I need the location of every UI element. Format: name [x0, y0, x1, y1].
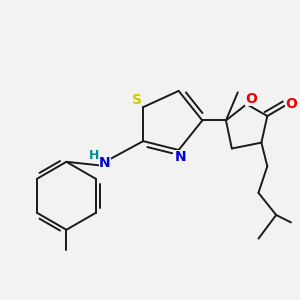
Text: N: N [174, 150, 186, 164]
Text: O: O [245, 92, 257, 106]
Text: S: S [132, 93, 142, 107]
Text: N: N [99, 156, 111, 170]
Text: H: H [89, 149, 100, 162]
Text: O: O [286, 97, 298, 111]
